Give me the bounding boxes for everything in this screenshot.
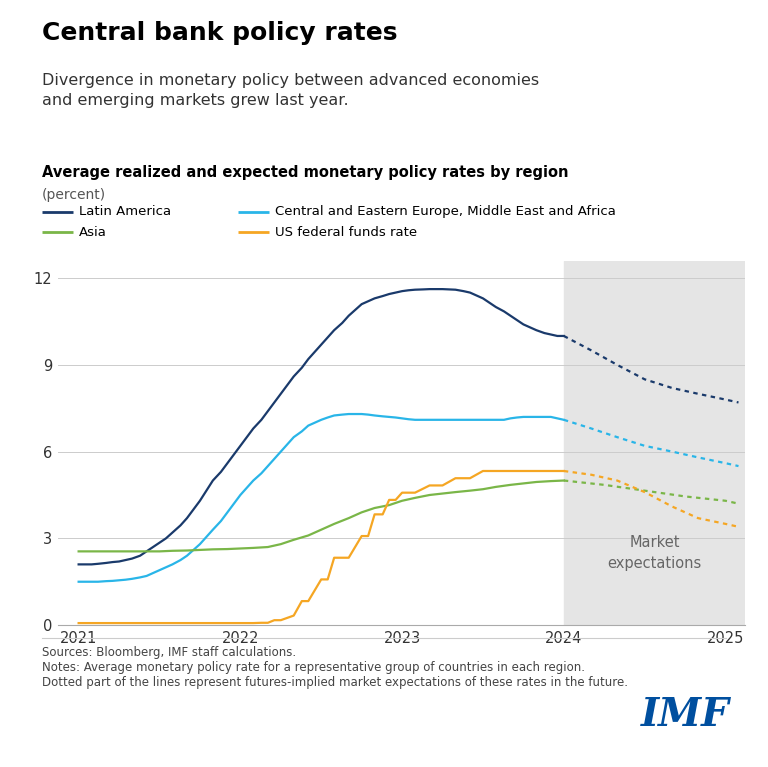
- Text: Divergence in monetary policy between advanced economies
and emerging markets gr: Divergence in monetary policy between ad…: [42, 73, 539, 107]
- Text: Dotted part of the lines represent futures-implied market expectations of these : Dotted part of the lines represent futur…: [42, 676, 628, 690]
- Text: US federal funds rate: US federal funds rate: [275, 226, 417, 239]
- Text: Market
expectations: Market expectations: [607, 535, 701, 571]
- Bar: [564, 261, 745, 625]
- Text: Central bank policy rates: Central bank policy rates: [42, 21, 398, 45]
- Text: Average realized and expected monetary policy rates by region: Average realized and expected monetary p…: [42, 165, 569, 180]
- Text: IMF: IMF: [641, 696, 730, 734]
- Text: (percent): (percent): [42, 188, 106, 202]
- Text: Asia: Asia: [79, 226, 107, 239]
- Text: Latin America: Latin America: [79, 206, 171, 218]
- Text: Notes: Average monetary policy rate for a representative group of countries in e: Notes: Average monetary policy rate for …: [42, 661, 585, 674]
- Text: Central and Eastern Europe, Middle East and Africa: Central and Eastern Europe, Middle East …: [275, 206, 616, 218]
- Text: Sources: Bloomberg, IMF staff calculations.: Sources: Bloomberg, IMF staff calculatio…: [42, 646, 296, 659]
